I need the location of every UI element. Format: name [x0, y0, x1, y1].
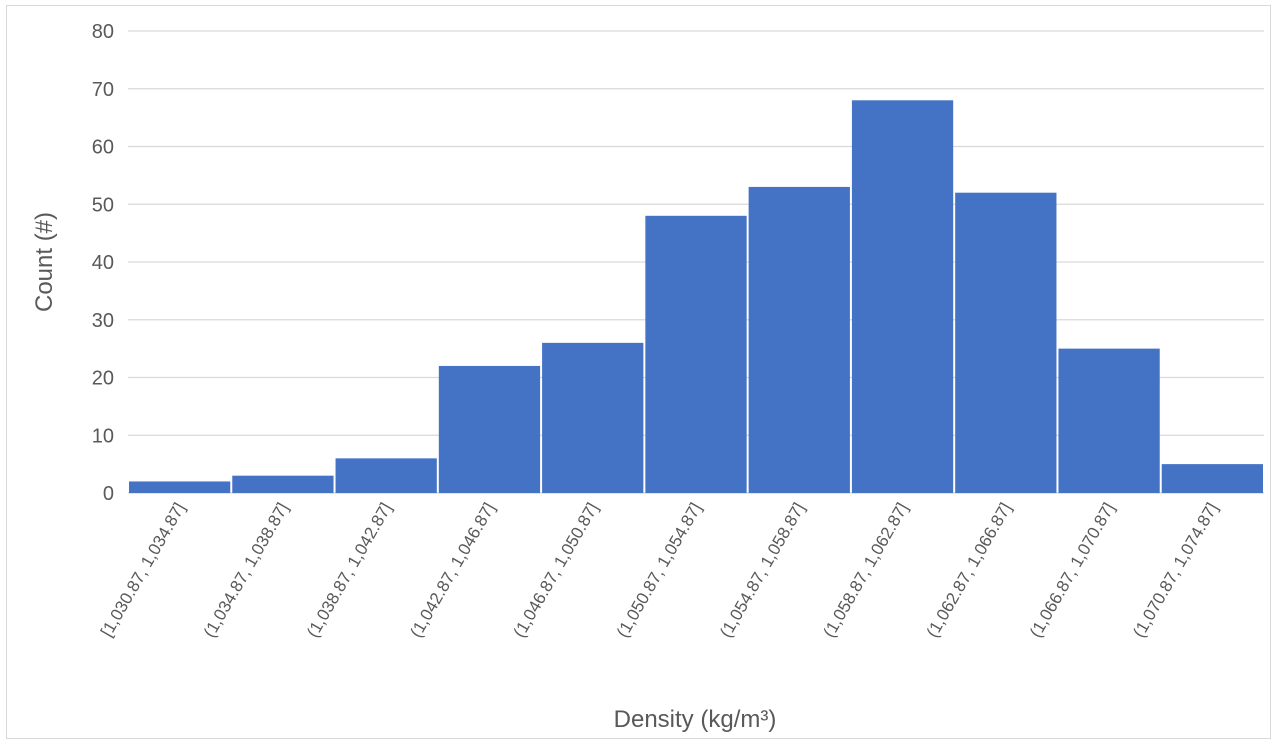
x-category-label: (1,034.87, 1,038.87] [200, 500, 293, 641]
y-tick-label: 40 [92, 252, 114, 274]
histogram-bar [748, 186, 850, 494]
x-axis-ticks: [1,030.87, 1,034.87] (1,034.87, 1,038.87]… [97, 499, 1222, 640]
x-category-label: (1,046.87, 1,050.87] [510, 500, 603, 641]
y-tick-label: 30 [92, 310, 114, 332]
x-axis-title: Density (kg/m³) [614, 706, 777, 733]
y-axis-title: Count (#) [31, 212, 58, 312]
y-tick-label: 10 [92, 425, 114, 447]
y-tick-label: 20 [92, 368, 114, 390]
x-category-label: (1,062.87, 1,066.87] [923, 499, 1016, 640]
histogram-bar [438, 365, 541, 493]
y-tick-label: 80 [92, 21, 114, 43]
x-category-label: (1,038.87, 1,042.87] [303, 500, 396, 641]
x-category-label: (1,070.87, 1,074.87] [1129, 500, 1222, 641]
histogram-bar [1058, 348, 1160, 493]
histogram-bar [955, 192, 1057, 493]
histogram-bar [232, 475, 334, 493]
histogram-bar [1161, 464, 1263, 493]
histogram-bar [542, 342, 644, 493]
x-category-label: (1,066.87, 1,070.87] [1026, 500, 1119, 641]
y-axis-ticks: 0 10 20 30 40 50 60 70 80 [92, 21, 114, 505]
histogram-bar [335, 458, 437, 493]
x-category-label: (1,050.87, 1,054.87] [613, 500, 706, 641]
y-tick-label: 70 [92, 79, 114, 101]
histogram-bar [851, 100, 954, 494]
histogram-bar [129, 481, 231, 493]
y-tick-label: 60 [92, 137, 114, 159]
histogram-bar [645, 215, 747, 494]
bars [129, 100, 1263, 494]
y-tick-label: 50 [92, 194, 114, 216]
x-category-label: (1,054.87, 1,058.87] [716, 500, 809, 641]
x-category-label: (1,042.87, 1,046.87] [406, 500, 499, 641]
x-category-label: [1,030.87, 1,034.87] [97, 500, 189, 640]
y-tick-label: 0 [103, 483, 114, 505]
x-category-label: (1,058.87, 1,062.87] [819, 499, 912, 640]
